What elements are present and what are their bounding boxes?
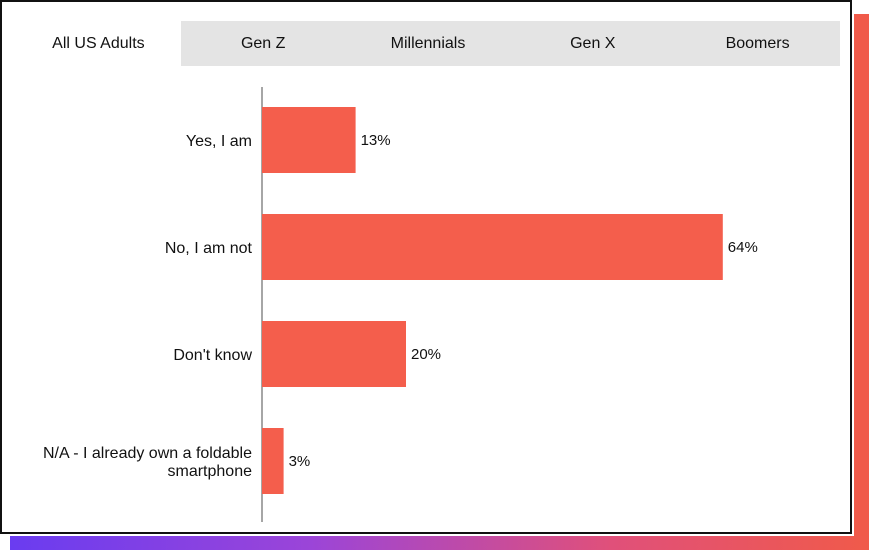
category-label-1: No, I am not	[165, 240, 253, 257]
card-shadow-right	[854, 14, 869, 545]
bar-0	[262, 107, 356, 173]
value-label-3: 3%	[289, 453, 311, 470]
tab-gen-z[interactable]: Gen Z	[240, 34, 286, 52]
bar-chart: 13% Yes, I am 64% No, I am not 20% Don't know…	[43, 87, 758, 522]
tab-all-us-adults[interactable]: All US Adults	[16, 21, 181, 66]
tab-gen-x[interactable]: Gen X	[570, 34, 616, 52]
bar-1	[262, 214, 723, 280]
value-label-0: 13%	[361, 132, 391, 149]
category-label-0: Yes, I am	[186, 133, 252, 150]
segment-tabs: All US Adults Gen Z Millennials Gen X Bo…	[16, 21, 840, 66]
category-label-2: Don't know	[173, 347, 252, 364]
bar-2	[262, 321, 406, 387]
value-label-1: 64%	[728, 239, 758, 256]
value-label-2: 20%	[411, 346, 441, 363]
category-label-3: N/A - I already own a foldable smartphone	[43, 445, 252, 480]
tab-millennials[interactable]: Millennials	[390, 34, 466, 52]
chart-card: All US Adults Gen Z Millennials Gen X Bo…	[0, 0, 852, 534]
bar-3	[262, 428, 284, 494]
tab-boomers[interactable]: Boomers	[725, 34, 790, 52]
card-shadow-bottom	[10, 536, 869, 550]
